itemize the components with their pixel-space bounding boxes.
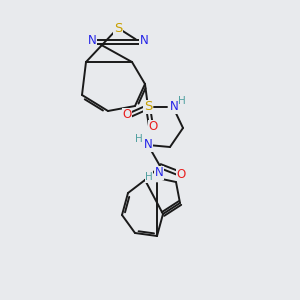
Text: O: O (122, 109, 132, 122)
Text: H: H (178, 96, 186, 106)
Text: N: N (88, 34, 96, 47)
Text: S: S (114, 22, 122, 34)
Text: N: N (144, 139, 152, 152)
Text: N: N (169, 100, 178, 113)
Text: S: S (144, 100, 152, 113)
Text: H: H (145, 172, 153, 182)
Text: N: N (140, 34, 148, 47)
Text: O: O (176, 167, 186, 181)
Text: H: H (135, 134, 143, 144)
Text: N: N (154, 167, 164, 179)
Text: O: O (148, 121, 158, 134)
